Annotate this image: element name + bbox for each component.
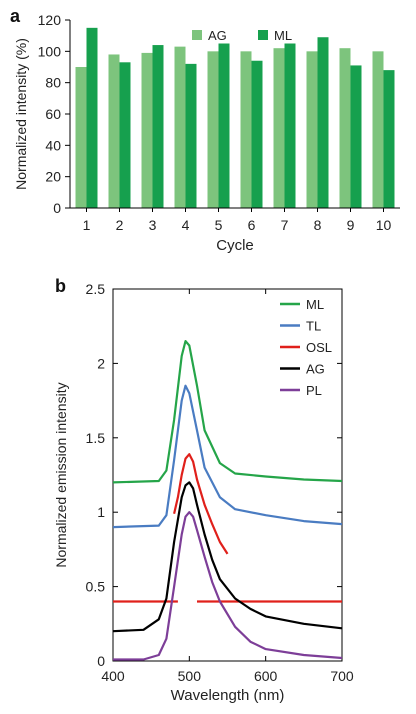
y-axis-label-b: Normalized emission intensity	[53, 382, 69, 567]
x-tick-label-b: 700	[330, 668, 354, 684]
y-tick-label-b: 0	[97, 653, 105, 669]
bar-ml-cycle-2	[119, 62, 131, 208]
legend-label-tl: TL	[306, 319, 321, 334]
bar-ag-cycle-6	[240, 51, 252, 209]
panel-b-line-chart: b 0 0.5 1 1.5 2 2.5 400 500 600 700 Wavelength (nm)…	[53, 276, 354, 704]
bar-ml-cycle-7	[284, 43, 296, 208]
x-tick-label-a: 7	[281, 217, 289, 233]
legend-label-ml: ML	[274, 28, 292, 43]
series-line-pl	[113, 511, 343, 661]
series-line-ml	[112, 340, 343, 484]
bar-ml-cycle-6	[251, 60, 263, 208]
panel-a-bar-chart: a 0 20 40 60 80 100 120 1 2 3 4 5 6 7 8 9 10 Cycle Normaliz…	[10, 6, 400, 254]
legend-label-ml: ML	[306, 297, 324, 312]
legend-label-ag: AG	[208, 28, 227, 43]
bar-ml-cycle-1	[86, 27, 98, 209]
x-tick-label-a: 8	[314, 217, 322, 233]
legend-label-osl: OSL	[306, 340, 332, 355]
bar-ml-cycle-8	[317, 37, 329, 208]
x-tick-label-b: 400	[101, 668, 125, 684]
legend-swatch-ag	[192, 30, 202, 40]
bar-ag-cycle-2	[108, 54, 120, 208]
x-tick-label-b: 600	[254, 668, 278, 684]
panel-label-b: b	[55, 276, 66, 296]
y-tick-label-b: 2	[97, 355, 105, 371]
y-tick-label-b: 1	[97, 504, 105, 520]
x-tick-label-a: 3	[149, 217, 157, 233]
bar-ag-cycle-3	[141, 52, 153, 209]
x-tick-label-a: 6	[248, 217, 256, 233]
bar-ag-cycle-5	[207, 51, 219, 209]
plot-frame-b	[112, 288, 343, 662]
x-tick-label-a: 1	[83, 217, 91, 233]
y-axis-label-a: Normalized intensity (%)	[13, 38, 29, 190]
legend-label-pl: PL	[306, 383, 322, 398]
bar-ag-cycle-8	[306, 51, 318, 209]
y-tick-label-b: 2.5	[86, 281, 106, 297]
x-axis-label-a: Cycle	[216, 237, 254, 254]
y-tick-label-a: 60	[45, 106, 61, 122]
legend-swatch-ml	[258, 30, 268, 40]
series-line-osl-segment-2	[173, 453, 229, 555]
bar-ag-cycle-1	[75, 67, 87, 208]
y-tick-label-a: 120	[38, 12, 62, 28]
x-tick-label-b: 500	[178, 668, 202, 684]
bar-ag-cycle-10	[372, 51, 384, 209]
y-tick-label-b: 0.5	[86, 579, 106, 595]
bar-ag-cycle-9	[339, 48, 351, 209]
y-tick-label-a: 20	[45, 169, 61, 185]
y-tick-label-b: 1.5	[86, 430, 106, 446]
bar-ag-cycle-7	[273, 48, 285, 209]
y-tick-label-a: 100	[38, 43, 62, 59]
bar-ag-cycle-4	[174, 46, 186, 209]
legend-label-ag: AG	[306, 362, 325, 377]
y-tick-label-a: 80	[45, 75, 61, 91]
x-axis-label-b: Wavelength (nm)	[171, 687, 285, 704]
bar-ml-cycle-10	[383, 70, 395, 208]
y-tick-label-a: 40	[45, 137, 61, 153]
panel-label-a: a	[10, 6, 21, 26]
y-tick-label-a: 0	[53, 200, 61, 216]
bar-ml-cycle-5	[218, 43, 230, 208]
bar-ml-cycle-9	[350, 65, 362, 208]
x-tick-label-a: 5	[215, 217, 223, 233]
bar-ml-cycle-4	[185, 63, 197, 208]
x-tick-label-a: 9	[347, 217, 355, 233]
x-tick-label-a: 10	[376, 217, 392, 233]
series-line-tl	[112, 384, 343, 529]
x-tick-label-a: 2	[116, 217, 124, 233]
series-line-ag	[112, 481, 343, 633]
bar-ml-cycle-3	[152, 45, 164, 208]
x-tick-label-a: 4	[182, 217, 190, 233]
